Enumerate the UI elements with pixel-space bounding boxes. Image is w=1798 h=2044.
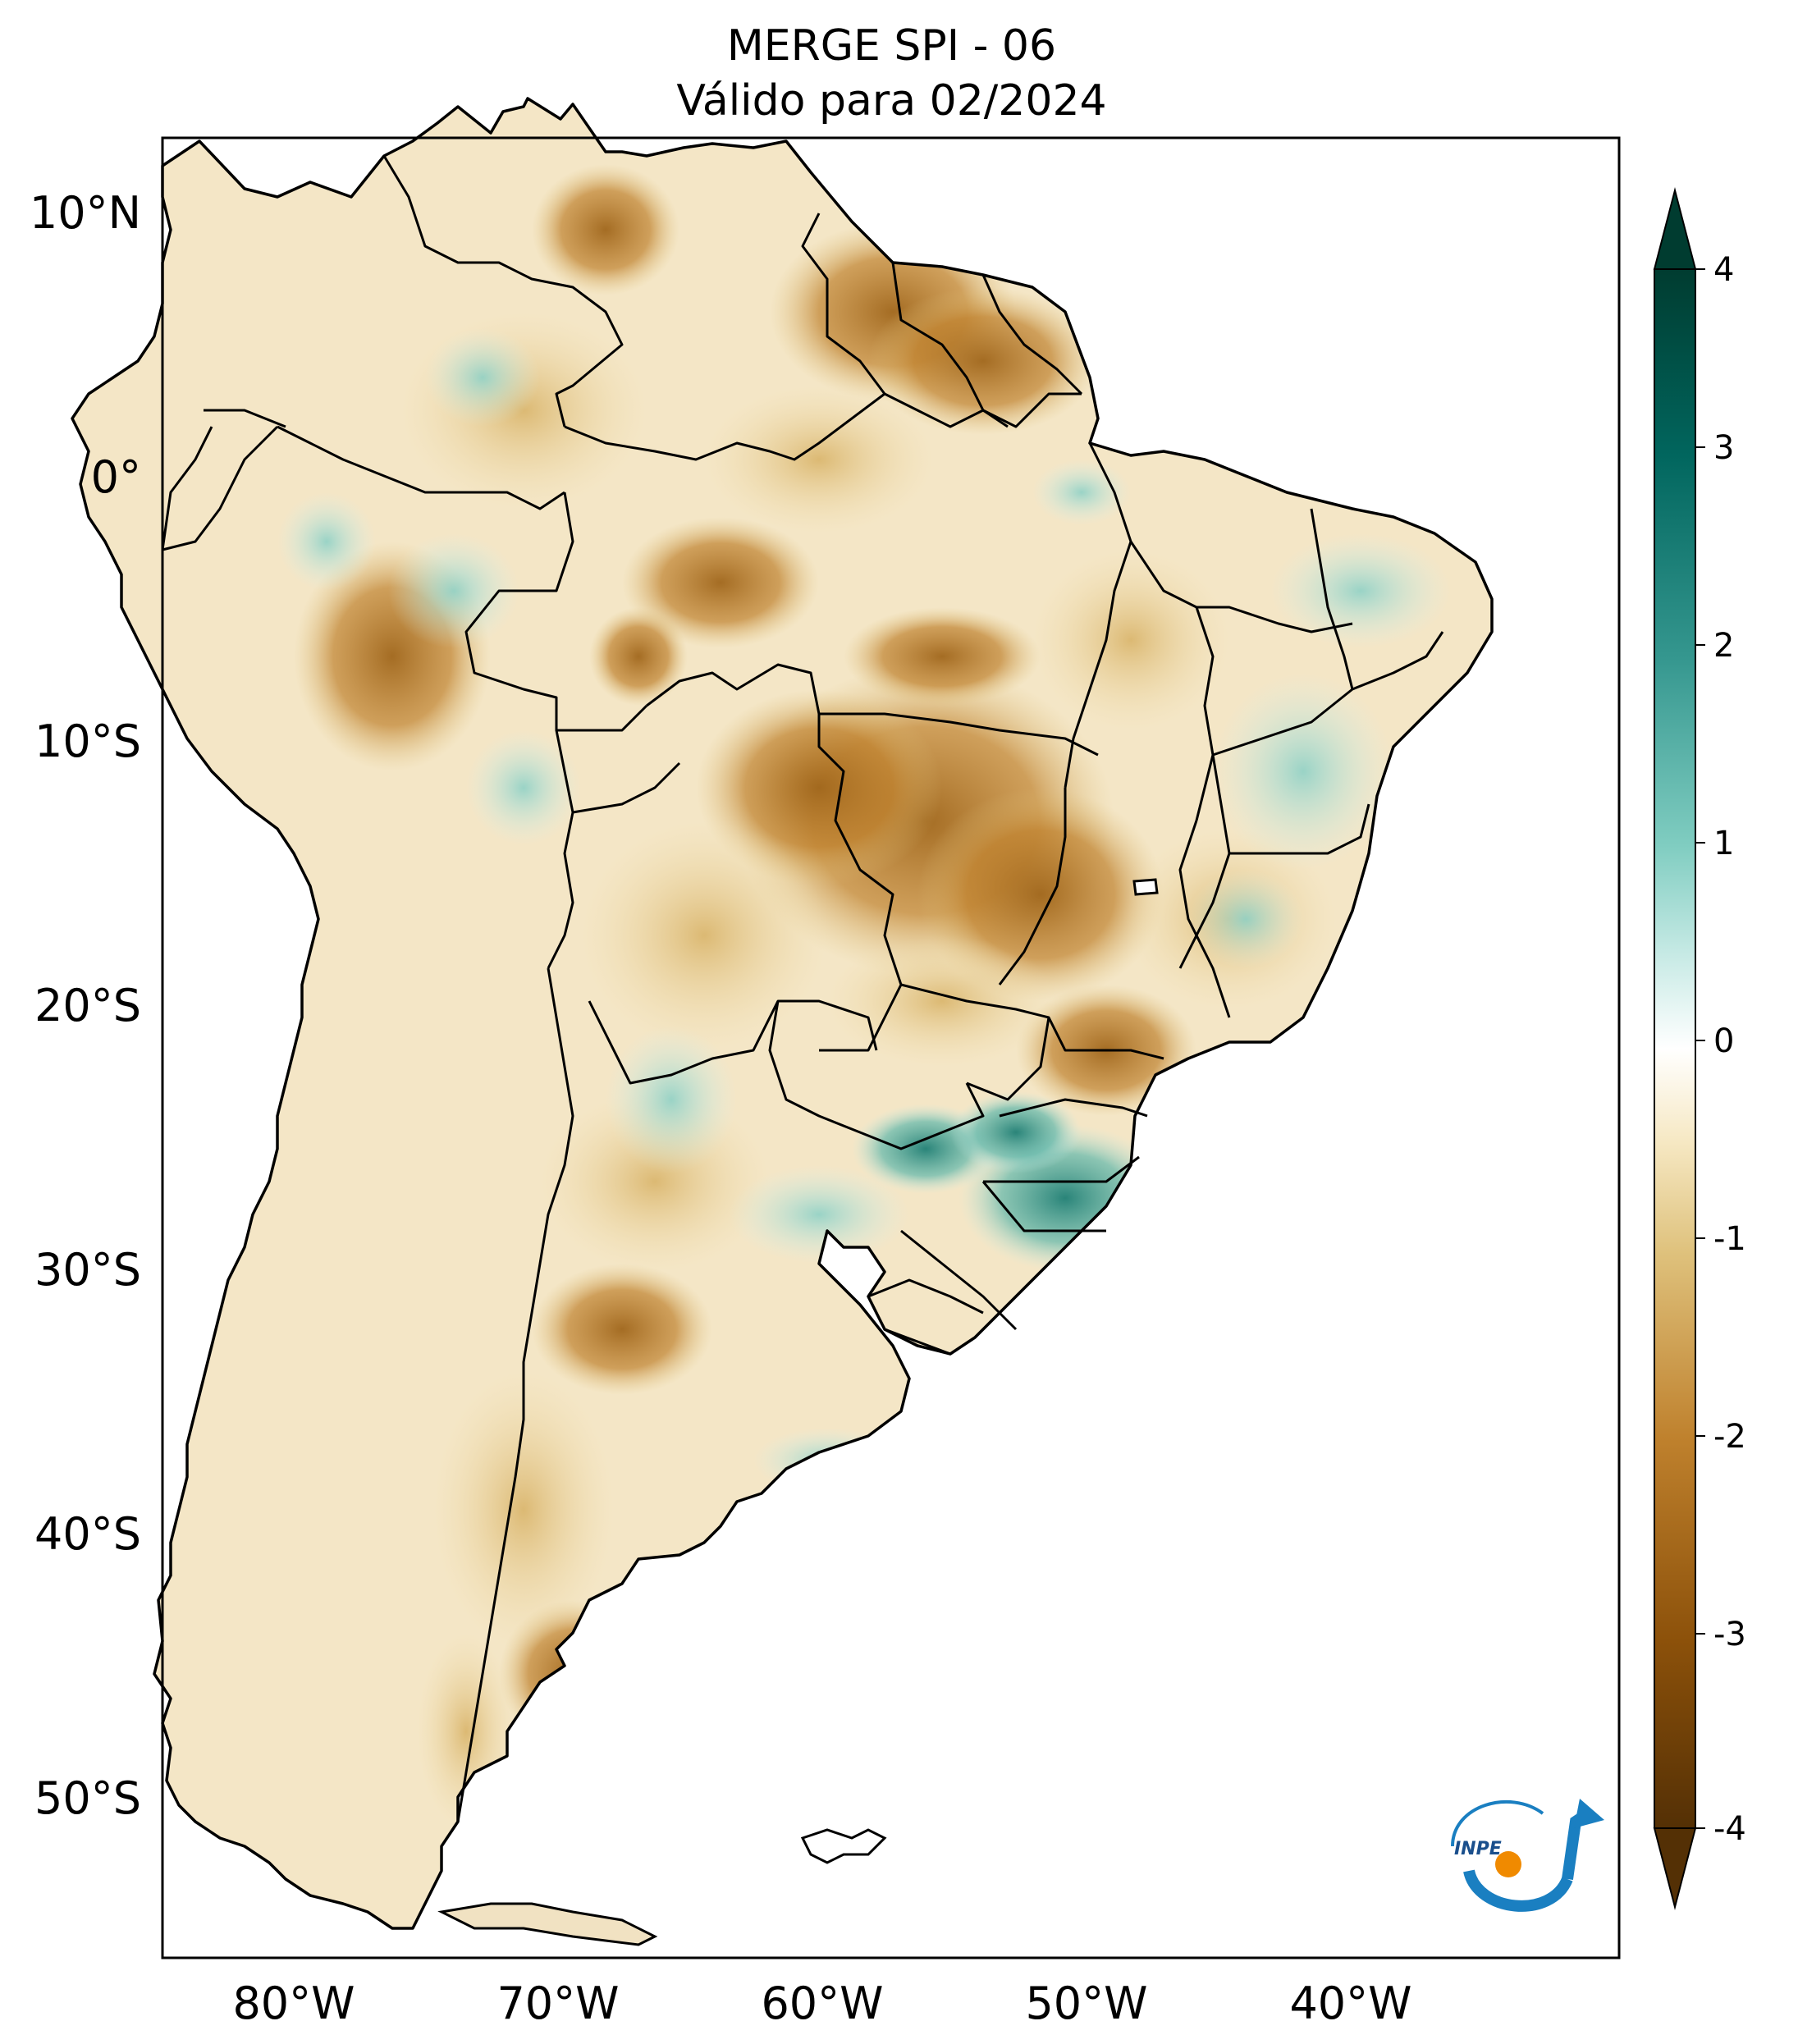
colorbar-tick-label: 2	[1713, 627, 1734, 665]
inpe-logo-text: INPE	[1454, 1839, 1502, 1859]
lon-label: 50°W	[1025, 1978, 1147, 2029]
colorbar-tick-label: 1	[1713, 825, 1734, 862]
lat-label: 40°S	[34, 1508, 141, 1560]
lon-label: 60°W	[761, 1978, 883, 2029]
latitude-labels: 10°N 0° 10°S 20°S 30°S 40°S 50°S	[30, 187, 141, 1824]
lat-label: 30°S	[34, 1244, 141, 1296]
lat-label: 50°S	[34, 1772, 141, 1824]
colorbar-tick-label: -2	[1713, 1418, 1746, 1456]
federal-district	[1132, 878, 1159, 896]
colorbar-tick-label: 4	[1713, 251, 1734, 289]
lon-label: 70°W	[496, 1978, 619, 2029]
lat-label: 0°	[91, 451, 141, 503]
colorbar-top-extend	[1653, 187, 1697, 270]
country-borders	[161, 155, 1444, 1822]
tierra-del-fuego	[437, 1902, 658, 1946]
lon-label: 80°W	[232, 1978, 355, 2029]
falkland-islands	[800, 1828, 887, 1864]
colorbar-ticks	[1695, 268, 1705, 1829]
colorbar-tick-label: 3	[1713, 429, 1734, 467]
colorbar-tick-label: -4	[1713, 1810, 1746, 1848]
inpe-logo: INPE	[1451, 1799, 1604, 1912]
map-subtitle: Válido para 02/2024	[676, 76, 1107, 126]
colorbar-bottom-extend	[1653, 1827, 1697, 1910]
lat-label: 20°S	[34, 980, 141, 1031]
colorbar-gradient	[1654, 268, 1696, 1829]
colorbar-tick-label: 0	[1713, 1022, 1734, 1060]
lat-label: 10°N	[30, 187, 141, 239]
map-axes-border	[161, 136, 1621, 1959]
map-title: MERGE SPI - 06	[726, 21, 1057, 71]
lon-label: 40°W	[1289, 1978, 1411, 2029]
colorbar: 4 3 2 1 0 -1 -2 -3 -4	[1653, 187, 1746, 1910]
continent-layer	[71, 97, 1494, 1946]
colorbar-tick-label: -1	[1713, 1220, 1746, 1258]
colorbar-tick-label: -3	[1713, 1616, 1746, 1653]
lat-label: 10°S	[34, 716, 141, 767]
spi-field	[277, 164, 1451, 1830]
continent-outline	[71, 97, 1494, 1930]
longitude-labels: 80°W 70°W 60°W 50°W 40°W	[232, 1978, 1411, 2029]
